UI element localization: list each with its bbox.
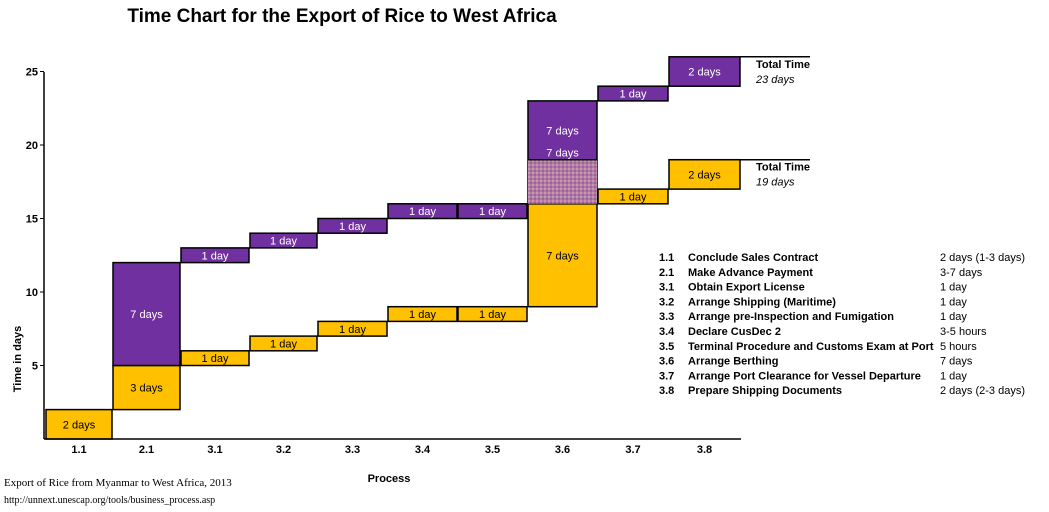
legend-process: Arrange Shipping (Maritime)	[688, 296, 836, 308]
y-tick-label: 15	[26, 214, 38, 226]
x-tick-label: 3.2	[276, 444, 291, 456]
bar-max-3-1	[180, 247, 250, 264]
bar-min-3-7	[597, 188, 669, 205]
legend-duration: 3-5 hours	[940, 326, 987, 338]
total-time-title: Total Time	[756, 162, 810, 174]
legend-code: 3.8	[659, 385, 674, 397]
x-tick-label: 3.6	[555, 444, 570, 456]
legend-code: 3.6	[659, 356, 674, 368]
x-tick-label: 3.1	[207, 444, 222, 456]
bar-min-3-2	[249, 335, 318, 352]
legend-code: 3.2	[659, 296, 674, 308]
bar-min-1-1	[45, 408, 113, 440]
x-tick-label: 3.3	[345, 444, 360, 456]
legend-code: 3.3	[659, 311, 674, 323]
data-label: 1 day	[479, 206, 506, 218]
data-label: 1 day	[620, 191, 647, 203]
bar-min-2-1	[112, 364, 181, 411]
y-axis-label: Time in days	[12, 326, 24, 392]
legend-duration: 3-7 days	[940, 267, 983, 279]
bar-max-3-4	[387, 203, 458, 220]
bar-min-3-8	[668, 158, 741, 190]
data-label: 1 day	[620, 89, 647, 101]
x-tick-label: 1.1	[71, 444, 86, 456]
legend-process: Prepare Shipping Documents	[688, 385, 842, 397]
legend-process: Conclude Sales Contract	[688, 252, 819, 264]
bar-max-2-1	[112, 261, 181, 367]
legend-duration: 1 day	[940, 282, 967, 294]
bar-min-3-3	[317, 320, 388, 337]
legend-duration: 1 day	[940, 370, 967, 382]
bar-max-3-3	[317, 217, 388, 234]
legend-layer: 1.1 Conclude Sales Contract 2 days (1-3 da…	[659, 252, 1025, 397]
bar-max-3-2	[249, 232, 318, 249]
legend-duration: 1 day	[940, 296, 967, 308]
data-label: 1 day	[339, 324, 366, 336]
x-tick-label: 3.7	[625, 444, 640, 456]
data-label: 7 days	[546, 250, 579, 262]
total-time-title: Total Time	[756, 59, 810, 71]
bar-max-3-8	[668, 56, 741, 87]
legend-process: Arrange Berthing	[688, 356, 778, 368]
data-label: 1 day	[270, 236, 297, 248]
legend-process: Terminal Procedure and Customs Exam at P…	[688, 341, 934, 353]
x-tick-label: 3.5	[485, 444, 500, 456]
x-tick-label: 2.1	[139, 444, 154, 456]
data-label: 7 days	[130, 309, 163, 321]
data-label: 2 days	[688, 169, 721, 181]
legend-code: 3.1	[659, 282, 674, 294]
total-time-value: 23 days	[755, 74, 795, 86]
data-label: 1 day	[202, 250, 229, 262]
source-url: http://unnext.unescap.org/tools/business…	[4, 495, 215, 506]
axes-layer: 5 10 15 20 25 1.1 2.1 3.1 3.2 3.3 3.4 3.5 3.6 3.7 3.8	[26, 67, 741, 456]
bar-min-3-1	[180, 350, 250, 367]
legend-code: 3.7	[659, 370, 674, 382]
bar-min-3-6	[527, 203, 598, 308]
legend-duration: 2 days (1-3 days)	[940, 252, 1025, 264]
y-tick-label: 5	[32, 361, 38, 373]
legend-process: Declare CusDec 2	[688, 326, 781, 338]
data-label: 1 day	[409, 309, 436, 321]
data-label: 2 days	[688, 67, 721, 79]
x-tick-label: 3.8	[697, 444, 712, 456]
data-label: 1 day	[479, 309, 506, 321]
legend-process: Obtain Export License	[688, 282, 805, 294]
data-label: 3 days	[130, 383, 163, 395]
data-label: 2 days	[63, 419, 96, 431]
y-tick-label: 20	[26, 140, 38, 152]
bars-layer: 2 days 3 days 1 day 1 day 1 day 1 day 1 day 7 d…	[45, 56, 741, 440]
data-label: 1 day	[409, 206, 436, 218]
y-tick-label: 10	[26, 287, 38, 299]
bar-max-3-5	[457, 203, 528, 220]
data-label: 1 day	[202, 353, 229, 365]
bar-min-3-4	[387, 305, 458, 323]
data-label: 7 days	[546, 125, 579, 137]
x-tick-label: 3.4	[415, 444, 431, 456]
legend-code: 3.5	[659, 341, 674, 353]
data-label: 1 day	[339, 221, 366, 233]
source-note: Export of Rice from Myanmar to West Afri…	[4, 477, 232, 489]
legend-process: Arrange pre-Inspection and Fumigation	[688, 311, 894, 323]
legend-duration: 5 hours	[940, 341, 977, 353]
bar-max-3-7	[597, 85, 669, 102]
legend-duration: 2 days (2-3 days)	[940, 385, 1025, 397]
overlap-area	[528, 159, 597, 204]
legend-process: Arrange Port Clearance for Vessel Depart…	[688, 370, 921, 382]
totals-layer: Total Time 23 days Total Time 19 days	[740, 56, 810, 189]
data-label: 7 days	[546, 147, 579, 159]
bar-min-3-5	[457, 305, 528, 323]
legend-code: 1.1	[659, 252, 674, 264]
legend-process: Make Advance Payment	[688, 267, 813, 279]
data-label: 1 day	[270, 338, 297, 350]
x-axis-label: Process	[368, 473, 411, 485]
legend-code: 2.1	[659, 267, 674, 279]
chart-title: Time Chart for the Export of Rice to Wes…	[127, 6, 557, 27]
y-tick-label: 25	[26, 67, 38, 79]
legend-duration: 7 days	[940, 356, 973, 368]
legend-code: 3.4	[659, 326, 675, 338]
total-time-value: 19 days	[756, 177, 795, 189]
legend-duration: 1 day	[940, 311, 967, 323]
